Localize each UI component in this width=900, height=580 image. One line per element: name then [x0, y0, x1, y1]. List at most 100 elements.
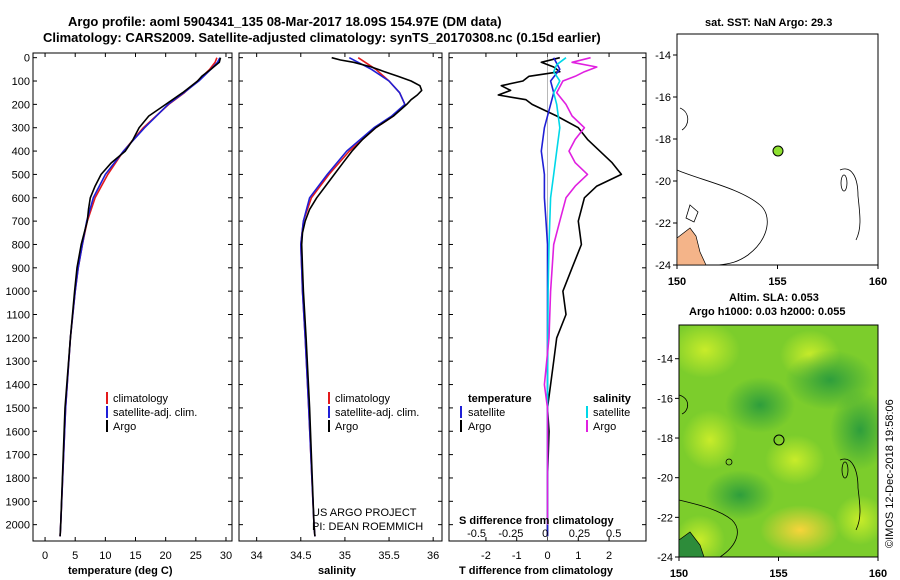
depth-tick-label: 100: [12, 76, 30, 88]
salinity-legend: climatology satellite-adj. clim. Argo: [328, 392, 419, 433]
sst-map-contour: [839, 168, 861, 241]
depth-tick-label: 900: [12, 263, 30, 275]
legend-s-satellite-label: satellite: [593, 407, 630, 419]
map-lat-label: -20: [657, 473, 673, 485]
x-tick-label: 34: [251, 550, 263, 562]
x-tick-label: 0: [544, 550, 550, 562]
depth-tick-label: 0: [24, 53, 30, 65]
legend-t-satellite-label: satellite: [468, 407, 505, 419]
depth-tick-label: 200: [12, 99, 30, 111]
sst-map-axis: -14 -16 -18 -20 -22 -24 150 155 160: [655, 50, 887, 288]
x-tick-label: -1: [512, 550, 522, 562]
x-tick-label: 36: [427, 550, 439, 562]
sla-map-contour: [839, 458, 861, 531]
map-lon-label: 160: [869, 276, 887, 288]
legend-argo-label: Argo: [113, 421, 136, 433]
sst-argo-location-marker: [772, 145, 784, 157]
x-tick-label: 35.5: [378, 550, 399, 562]
sla-map-island: [725, 458, 733, 466]
legend-sal-title: salinity: [593, 393, 632, 405]
map-lat-label: -16: [655, 92, 671, 104]
timestamp-watermark: ©IMOS 12-Dec-2018 19:58:06: [884, 399, 896, 548]
sla-map-title1: Altim. SLA: 0.053: [729, 292, 819, 304]
depth-tick-label: 1400: [6, 380, 30, 392]
map-lat-label: -18: [657, 433, 673, 445]
salinity-series: [299, 56, 423, 537]
map-lon-label: 155: [769, 568, 787, 580]
axis-ticks: [33, 53, 646, 541]
depth-tick-label: 1100: [6, 310, 30, 322]
series-line-satellite-adj-clim-: [299, 56, 406, 537]
sst-map-island: [685, 204, 699, 223]
series-line-argo: [300, 56, 423, 537]
x-tick-label: 5: [72, 550, 78, 562]
sst-map-island: [840, 174, 848, 192]
sla-map-title2: Argo h1000: 0.03 h2000: 0.055: [689, 306, 846, 318]
difference-series: [497, 56, 623, 537]
sla-map-axis: -14 -16 -18 -20 -22 -24 150 155 160: [657, 354, 887, 580]
x-tick-label: 2: [606, 550, 612, 562]
sla-argo-location-marker: [773, 434, 785, 446]
map-lat-label: -14: [655, 50, 671, 62]
series-line-climatology: [299, 57, 406, 537]
depth-tick-label: 500: [12, 169, 30, 181]
series-line-t-argo-climatology: [497, 56, 623, 537]
x-tick-labels: 0 5 10 15 20 25 30 34 34.5 35 35.5 36 -2 -1 0 1 2 -0.5 -0.…: [42, 528, 621, 562]
depth-tick-label: 1300: [6, 356, 30, 368]
sst-map: [676, 33, 879, 266]
map-lat-label: -22: [657, 512, 673, 524]
depth-tick-label: 1700: [6, 450, 30, 462]
x-tick-label-salinity: -0.25: [498, 528, 523, 540]
depth-tick-label: 1600: [6, 426, 30, 438]
legend-climatology-label: climatology: [335, 393, 391, 405]
legend-satellite-label: satellite-adj. clim.: [335, 407, 419, 419]
difference-xlabel-top: S difference from climatology: [459, 515, 615, 527]
map-lon-label: 160: [869, 568, 887, 580]
x-tick-label: 0: [42, 550, 48, 562]
legend-satellite-label: satellite-adj. clim.: [113, 407, 197, 419]
x-tick-label-salinity: 0.25: [569, 528, 590, 540]
depth-tick-label: 300: [12, 123, 30, 135]
title-line2: Climatology: CARS2009. Satellite-adjuste…: [43, 30, 601, 45]
depth-tick-label: 1200: [6, 333, 30, 345]
map-lat-label: -16: [657, 393, 673, 405]
temperature-series: [59, 57, 222, 537]
x-tick-label-salinity: 0.5: [606, 528, 621, 540]
sla-map: [678, 324, 879, 558]
depth-tick-label: 1000: [6, 286, 30, 298]
credit-line2: PI: DEAN ROEMMICH: [312, 521, 423, 533]
x-tick-label: 20: [160, 550, 172, 562]
map-lat-label: -18: [655, 134, 671, 146]
legend-t-argo-label: Argo: [468, 421, 491, 433]
depth-tick-label: 1800: [6, 473, 30, 485]
legend-climatology-label: climatology: [113, 393, 169, 405]
sla-map-land: [678, 531, 705, 558]
sst-map-reef-contour: [676, 169, 768, 266]
legend-temp-title: temperature: [468, 393, 532, 405]
x-tick-label: 35: [339, 550, 351, 562]
sla-map-contour: [678, 394, 689, 415]
map-lat-label: -22: [655, 218, 671, 230]
credit-line1: US ARGO PROJECT: [312, 507, 417, 519]
sla-field: [679, 325, 878, 557]
x-tick-label-salinity: -0.5: [467, 528, 486, 540]
map-lon-label: 150: [668, 276, 686, 288]
sla-map-island: [841, 461, 849, 479]
map-lon-label: 155: [768, 276, 786, 288]
series-line-argo: [59, 57, 222, 537]
map-lat-label: -24: [655, 260, 671, 272]
salinity-xlabel: salinity: [318, 565, 357, 577]
depth-axis: 0 100 200 300 400 500 600 700 800 900 1000 1100 1200…: [6, 53, 30, 532]
legend-s-argo-label: Argo: [593, 421, 616, 433]
depth-tick-label: 1500: [6, 403, 30, 415]
title-line1: Argo profile: aoml 5904341_135 08-Mar-20…: [68, 14, 502, 29]
depth-tick-label: 2000: [6, 520, 30, 532]
series-line-s-argo: [543, 56, 598, 525]
depth-tick-label: 600: [12, 193, 30, 205]
x-tick-label-salinity: 0: [542, 528, 548, 540]
depth-tick-label: 700: [12, 216, 30, 228]
depth-tick-label: 1900: [6, 496, 30, 508]
temperature-panel-frame: [32, 52, 233, 542]
temperature-xlabel: temperature (deg C): [68, 565, 173, 577]
